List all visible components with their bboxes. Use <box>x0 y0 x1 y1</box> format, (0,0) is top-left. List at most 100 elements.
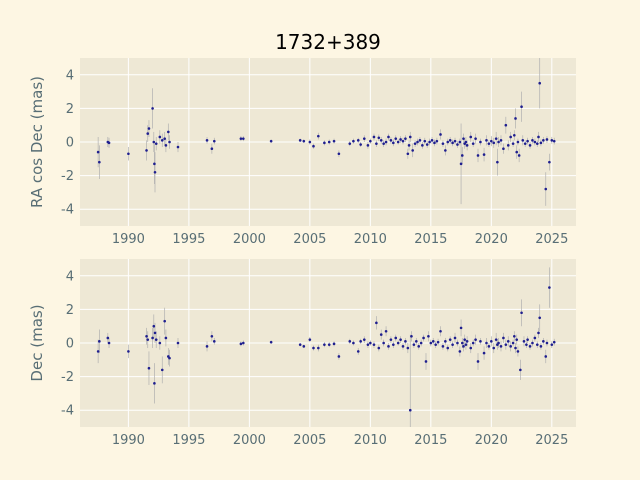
x-tick-label: 2025 <box>535 232 568 247</box>
data-point <box>167 130 170 134</box>
data-point <box>464 140 468 144</box>
data-point <box>387 135 390 139</box>
data-point <box>471 142 475 145</box>
data-point <box>469 346 473 350</box>
data-point <box>435 139 439 143</box>
data-point <box>525 343 528 346</box>
data-point <box>394 137 398 140</box>
data-point <box>153 170 157 174</box>
data-point <box>446 346 450 350</box>
x-tick-label: 2005 <box>293 433 326 448</box>
data-point <box>519 368 522 372</box>
x-tick-label: 2020 <box>475 433 508 448</box>
y-tick-label: -2 <box>61 370 74 385</box>
data-point <box>544 355 548 358</box>
y-tick-label: -4 <box>61 404 74 419</box>
data-point <box>312 346 315 350</box>
data-point <box>392 343 395 346</box>
x-tick-label: 2020 <box>475 232 508 247</box>
data-point <box>168 356 171 360</box>
data-point <box>535 142 539 145</box>
x-tick-label: 1990 <box>112 232 145 247</box>
dec-axes: -4 -2 0 2 4 1990 1995 2000 2005 2010 2015 2020 2025 D… <box>28 259 576 448</box>
data-point <box>332 139 336 143</box>
data-point <box>164 336 168 340</box>
x-tick-label: 2015 <box>414 232 447 247</box>
data-point <box>456 341 459 345</box>
ra-y-axis-label: RA cos Dec (mas) <box>28 76 46 208</box>
data-point <box>528 144 532 147</box>
data-point <box>407 144 411 147</box>
data-point <box>550 343 554 346</box>
data-point <box>499 139 503 142</box>
data-point <box>417 345 421 348</box>
data-point <box>465 144 469 147</box>
data-point <box>366 343 370 346</box>
data-point <box>494 338 498 341</box>
data-point <box>401 345 405 348</box>
data-point <box>533 336 537 340</box>
data-point <box>453 139 457 143</box>
data-point <box>205 345 209 348</box>
data-point <box>523 142 527 145</box>
data-point <box>539 141 543 145</box>
data-point <box>479 140 482 144</box>
data-point <box>147 366 151 370</box>
data-point <box>487 345 491 348</box>
data-point <box>474 137 477 140</box>
data-point <box>494 137 498 140</box>
data-point <box>427 334 430 338</box>
data-point <box>145 334 148 338</box>
data-point <box>317 134 320 138</box>
data-point <box>538 316 542 320</box>
data-point <box>384 329 388 333</box>
data-point <box>451 141 454 145</box>
data-point <box>515 338 519 341</box>
data-point <box>421 144 424 147</box>
data-point <box>504 123 508 127</box>
data-point <box>448 139 452 142</box>
chart-title: 1732+389 <box>275 30 381 54</box>
data-point <box>168 140 171 144</box>
data-point <box>552 139 556 143</box>
data-point <box>323 141 326 145</box>
data-point <box>375 142 378 145</box>
data-point <box>377 346 381 350</box>
data-point <box>509 135 512 139</box>
data-point <box>502 336 505 340</box>
y-tick-label: -2 <box>61 169 74 184</box>
data-point <box>487 142 491 145</box>
ra-y-axis: -4 -2 0 2 4 <box>61 68 576 218</box>
data-point <box>154 142 158 145</box>
ra-x-axis: 1990 1995 2000 2005 2010 2015 2020 2025 <box>112 58 568 247</box>
data-point <box>98 340 101 343</box>
data-point <box>366 144 370 147</box>
data-point <box>176 341 180 345</box>
data-point <box>431 340 435 343</box>
data-point <box>490 340 493 343</box>
data-point <box>160 368 164 372</box>
data-point <box>506 340 510 343</box>
data-point <box>459 162 463 166</box>
data-point <box>302 139 306 143</box>
data-point <box>106 336 110 340</box>
data-point <box>348 142 352 145</box>
data-point <box>548 160 551 164</box>
data-point <box>506 144 510 147</box>
data-point <box>479 340 482 343</box>
data-point <box>210 147 214 151</box>
data-point <box>239 342 243 346</box>
data-point <box>158 341 162 345</box>
x-tick-label: 2010 <box>354 232 387 247</box>
data-point <box>482 153 486 156</box>
data-point <box>516 140 520 144</box>
data-point <box>127 152 130 156</box>
data-point <box>408 408 412 412</box>
y-tick-label: 2 <box>66 102 74 117</box>
y-tick-label: -4 <box>61 203 74 218</box>
data-point <box>430 139 434 142</box>
data-point <box>212 340 216 343</box>
data-point <box>513 133 516 137</box>
y-tick-label: 0 <box>66 337 74 352</box>
data-point <box>415 340 418 343</box>
